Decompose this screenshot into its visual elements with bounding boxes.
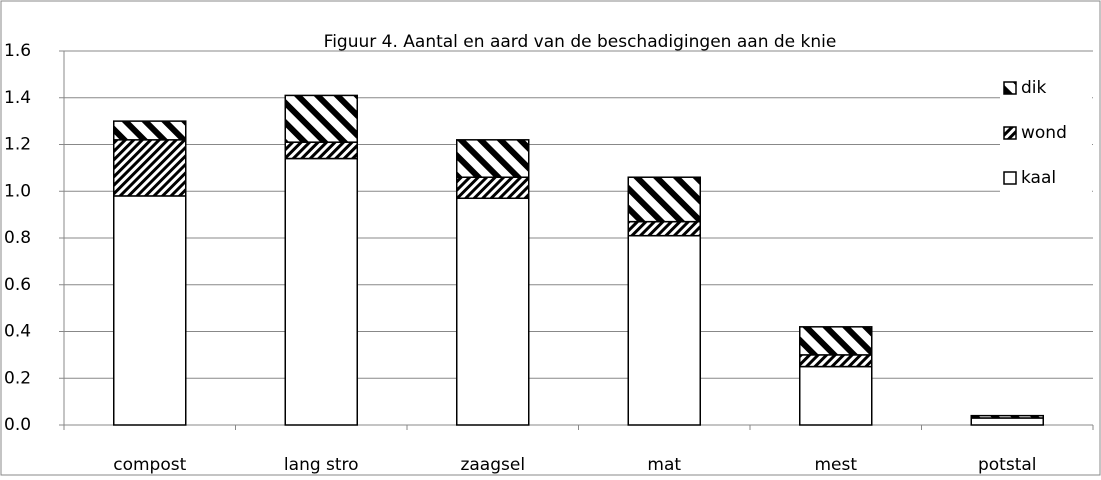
bar-segment	[456, 197, 530, 426]
x-tick-label: zaagsel	[460, 455, 525, 475]
legend-swatch	[1003, 126, 1017, 140]
bar-segment	[970, 414, 1044, 419]
y-tick-label: 0.0	[4, 415, 31, 435]
bar-segment	[113, 120, 187, 141]
y-tick-label: 1.6	[4, 41, 31, 61]
bar-segment	[456, 176, 530, 200]
bar-segment	[113, 195, 187, 426]
y-tick-label: 0.4	[4, 322, 31, 342]
legend-swatch	[1003, 171, 1017, 185]
y-tick-label: 0.2	[4, 368, 31, 388]
legend-label: wond	[1021, 123, 1067, 143]
x-tick-label: potstal	[978, 455, 1037, 475]
bar-segment	[284, 141, 358, 160]
bar-segment	[799, 354, 873, 368]
bar-segment	[627, 176, 701, 223]
bar-segment	[627, 220, 701, 237]
x-tick-label: mat	[647, 455, 681, 475]
legend-label: dik	[1021, 78, 1047, 98]
legend-swatch	[1003, 81, 1017, 95]
bar-segment	[799, 365, 873, 426]
bar-segment	[456, 139, 530, 178]
legend-label: kaal	[1021, 168, 1056, 188]
bar-segment	[284, 94, 358, 143]
bar-segment	[799, 326, 873, 356]
y-tick-label: 1.0	[4, 181, 31, 201]
bar-segment	[284, 157, 358, 426]
y-tick-label: 0.6	[4, 275, 31, 295]
x-tick-label: lang stro	[284, 455, 359, 475]
y-tick-label: 0.8	[4, 228, 31, 248]
chart-title: Figuur 4. Aantal en aard van de beschadi…	[324, 32, 837, 52]
x-tick-label: mest	[814, 455, 857, 475]
y-tick-label: 1.4	[4, 88, 31, 108]
bar-segment	[113, 139, 187, 197]
bar-segment	[970, 417, 1044, 426]
bar-segment	[627, 234, 701, 426]
x-tick-label: compost	[113, 455, 186, 475]
y-tick-label: 1.2	[4, 135, 31, 155]
